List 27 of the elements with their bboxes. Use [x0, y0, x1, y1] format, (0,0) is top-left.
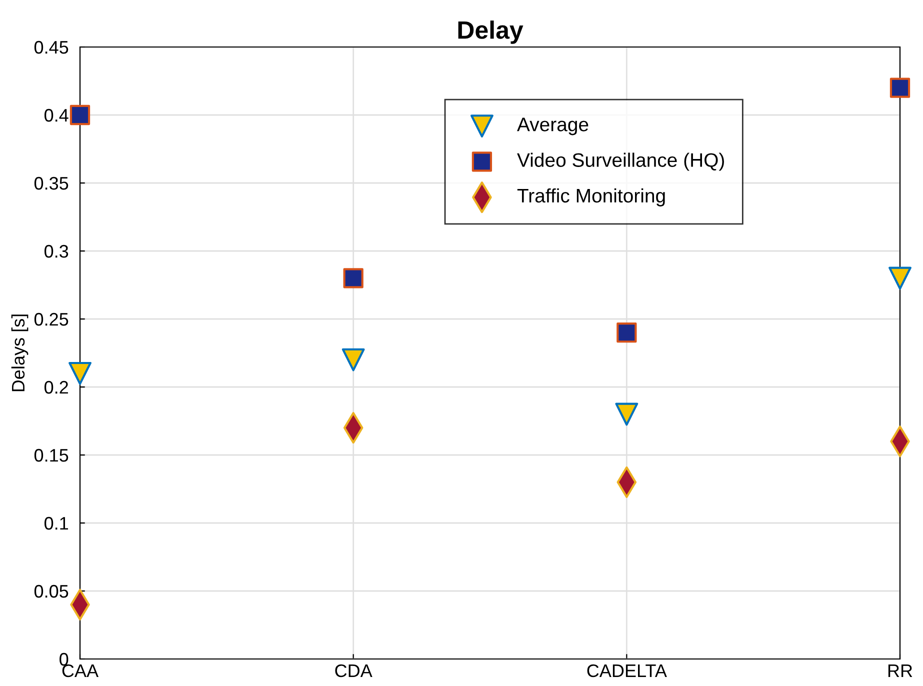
- point: [616, 322, 637, 343]
- point: [615, 402, 638, 426]
- y-tick-label: 0.25: [34, 312, 68, 326]
- y-tick-label: 0.15: [34, 448, 68, 462]
- y-tick-label: 0.35: [34, 176, 68, 190]
- x-tick-label: RR: [888, 664, 912, 677]
- y-tick-label: 0: [60, 652, 68, 666]
- y-tick-label: 0.05: [34, 584, 68, 598]
- point: [890, 78, 910, 98]
- y-tick-label: 0.45: [34, 40, 68, 54]
- x-tick-label: CAA: [62, 664, 99, 678]
- y-tick-label: 0.1: [44, 516, 68, 530]
- point: [342, 348, 365, 372]
- y-tick-label: 0.2: [44, 380, 68, 394]
- point: [888, 266, 912, 290]
- x-tick-label: CDA: [335, 664, 372, 678]
- x-tick-label: CADELTA: [587, 664, 667, 678]
- legend-label: Average: [516, 118, 588, 136]
- legend-label: Video Surveillance (HQ): [517, 152, 724, 171]
- y-tick-label: 0.4: [44, 108, 68, 122]
- y-axis-title: Delays [s]: [11, 314, 28, 392]
- chart-title: Delay: [458, 20, 524, 44]
- y-tick-label: 0.3: [44, 244, 68, 258]
- point: [343, 268, 364, 288]
- point: [68, 362, 92, 385]
- point: [70, 104, 90, 126]
- legend-label: Traffic Monitoring: [517, 188, 665, 206]
